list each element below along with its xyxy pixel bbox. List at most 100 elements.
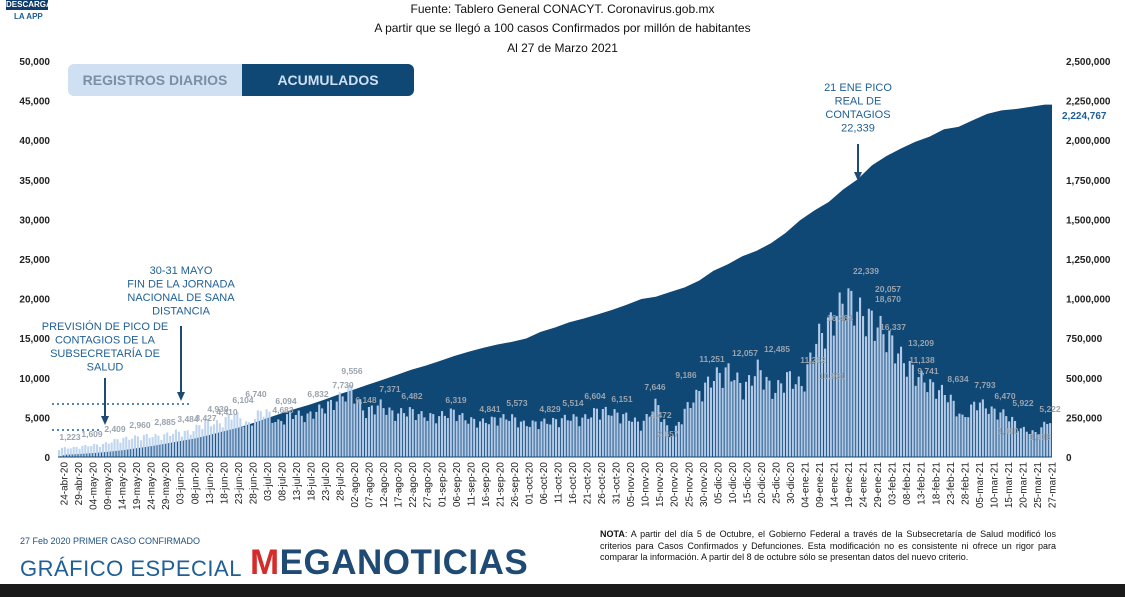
bar-value-label: 4,930 [207, 404, 229, 414]
x-axis-date-label: 26-oct-20 [597, 462, 608, 505]
daily-bar [841, 303, 844, 457]
special-chart-title: GRÁFICO ESPECIAL [20, 556, 242, 581]
daily-bar [762, 389, 765, 457]
daily-bar [666, 425, 669, 457]
bar-value-label: 1,223 [59, 432, 81, 442]
daily-bar [750, 385, 753, 457]
bar-value-label: 5,514 [562, 398, 584, 408]
daily-bar [329, 399, 332, 457]
daily-bar [499, 417, 502, 457]
daily-bar [233, 415, 236, 457]
daily-bar [537, 429, 540, 457]
daily-bar [286, 414, 289, 457]
accumulated-area [58, 104, 1052, 457]
daily-bar [888, 330, 891, 457]
bar-value-label: 20,057 [875, 284, 901, 294]
x-axis-date-label: 31-oct-20 [612, 462, 623, 505]
daily-bar [303, 422, 306, 457]
daily-bar [946, 402, 949, 457]
daily-bar [791, 388, 794, 457]
daily-bar [712, 381, 715, 457]
daily-bar [318, 404, 321, 457]
daily-bar [145, 433, 148, 457]
right-axis-tick: 1,750,000 [1066, 176, 1111, 187]
daily-bar [455, 421, 458, 457]
left-axis-tick: 15,000 [19, 334, 50, 345]
daily-bar [821, 333, 824, 457]
daily-bar [274, 422, 277, 457]
x-axis-date-label: 20-dic-20 [757, 462, 768, 504]
x-axis-date-label: 13-jul-20 [292, 462, 303, 501]
tab-registros-diarios[interactable]: REGISTROS DIARIOS [68, 64, 242, 96]
jornada-annotation-line: NACIONAL DE SANA [127, 292, 235, 304]
daily-bar [58, 450, 61, 457]
daily-bar [938, 390, 941, 457]
bar-value-label: 6,104 [232, 395, 254, 405]
daily-bar [844, 320, 847, 457]
daily-bar [669, 437, 672, 457]
daily-bar [993, 408, 996, 457]
daily-bar [502, 414, 505, 457]
daily-bar [464, 420, 467, 457]
bar-value-label: 4,841 [479, 404, 501, 414]
daily-bar [680, 424, 683, 457]
brand-logo-rest: EGANOTICIAS [279, 543, 529, 582]
daily-bar [572, 414, 575, 457]
daily-bar [268, 411, 271, 457]
peak-annotation-line: CONTAGIOS [825, 109, 890, 121]
daily-bar [926, 392, 929, 457]
daily-bar [695, 389, 698, 457]
daily-bar [218, 423, 221, 457]
daily-bar [981, 399, 984, 457]
x-axis-date-label: 27-ago-20 [423, 462, 434, 508]
daily-bar [438, 416, 441, 457]
x-axis-date-label: 10-nov-20 [641, 462, 652, 507]
daily-bar [446, 418, 449, 457]
daily-bar [745, 381, 748, 457]
daily-bar [961, 414, 964, 457]
daily-bar [81, 445, 84, 457]
bar-value-label: 6,319 [445, 395, 467, 405]
bar-value-label: 4,829 [539, 404, 561, 414]
peak-annotation-line: REAL DE [835, 96, 882, 108]
daily-bar [262, 416, 265, 457]
daily-bar [862, 316, 865, 457]
daily-bar [663, 419, 666, 457]
x-axis-date-label: 10-mar-21 [989, 462, 1000, 509]
daily-bar [800, 386, 803, 457]
daily-bar [677, 421, 680, 457]
bar-value-label: 6,832 [307, 389, 329, 399]
download-app-label[interactable]: LA APP [14, 12, 43, 21]
daily-bar [657, 405, 660, 457]
bar-value-label: 9,741 [917, 366, 939, 376]
tab-acumulados[interactable]: ACUMULADOS [242, 64, 414, 96]
daily-bar [207, 419, 210, 457]
bar-value-label: 8,634 [947, 374, 969, 384]
daily-bar [908, 360, 911, 457]
daily-bar [935, 398, 938, 457]
x-axis-date-label: 14-may-20 [118, 462, 129, 510]
daily-bar [119, 442, 122, 457]
daily-bar [394, 420, 397, 457]
daily-bar [616, 412, 619, 457]
daily-bar [891, 335, 894, 457]
daily-bar [867, 308, 870, 457]
bar-value-label: 3,427 [195, 413, 217, 423]
daily-bar [370, 405, 373, 457]
daily-bar [315, 411, 318, 457]
daily-bar [923, 382, 926, 457]
daily-bar [376, 405, 379, 457]
daily-bar [534, 421, 537, 457]
prevision-annotation-line: SUBSECRETARÍA DE [50, 347, 160, 360]
daily-bar [818, 323, 821, 457]
daily-bar [66, 448, 69, 457]
right-axis-tick: 0 [1066, 453, 1072, 464]
daily-bar [882, 334, 885, 457]
download-badge[interactable]: DESCARGA [6, 0, 52, 10]
daily-bar [639, 430, 642, 457]
left-axis-tick: 0 [44, 453, 50, 464]
daily-bar [420, 411, 423, 457]
daily-bar [768, 380, 771, 457]
daily-bar [484, 422, 487, 457]
brand-logo-m: M [250, 543, 280, 582]
